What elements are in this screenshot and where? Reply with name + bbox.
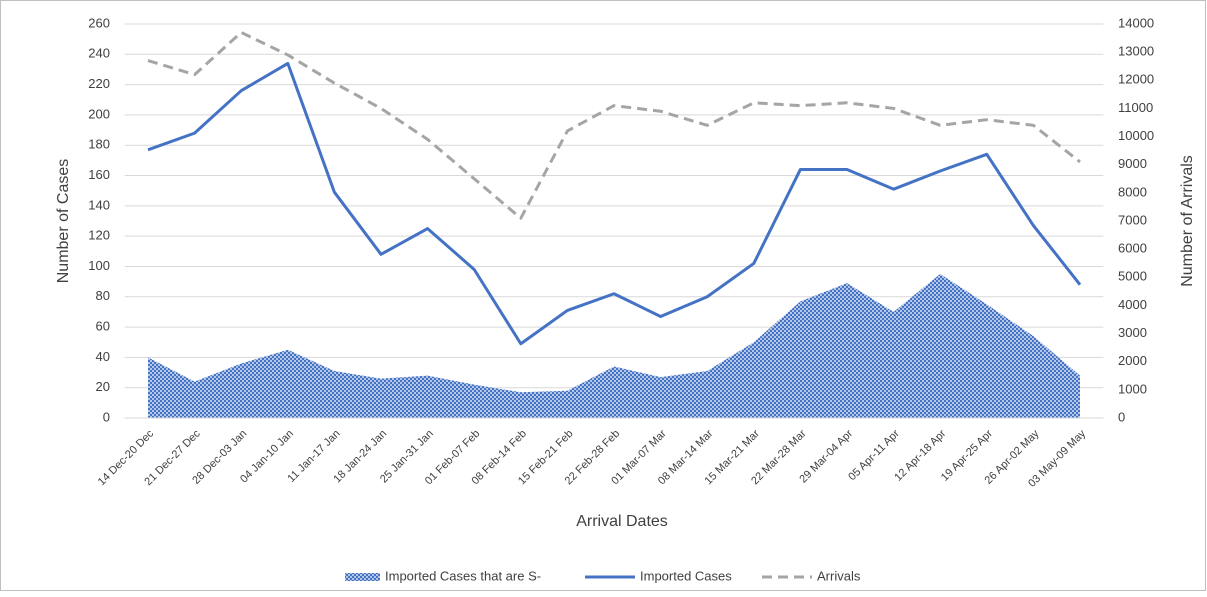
- line: [147, 30, 1081, 220]
- y2-tick-label: 13000: [1118, 44, 1154, 59]
- y-tick-label: 0: [103, 409, 110, 424]
- legend-label: Arrivals: [817, 568, 861, 583]
- legend-swatch: [345, 573, 380, 581]
- legend-label: Imported Cases that are S-: [385, 568, 541, 583]
- y2-tick-label: 14000: [1118, 15, 1154, 30]
- legend-label: Imported Cases: [640, 568, 732, 583]
- y-tick-label: 240: [88, 46, 110, 61]
- y2-tick-label: 7000: [1118, 212, 1147, 227]
- y-tick-label: 200: [88, 106, 110, 121]
- y2-tick-label: 10000: [1118, 128, 1154, 143]
- y-tick-label: 260: [88, 15, 110, 30]
- y2-tick-label: 1000: [1118, 381, 1147, 396]
- y-tick-label: 180: [88, 137, 110, 152]
- y-tick-label: 120: [88, 228, 110, 243]
- y-tick-label: 140: [88, 197, 110, 212]
- y-axis-title: Number of Cases: [55, 159, 72, 284]
- area: [148, 274, 1080, 418]
- y-tick-label: 60: [96, 319, 110, 334]
- y-tick-label: 160: [88, 167, 110, 182]
- y2-tick-label: 9000: [1118, 156, 1147, 171]
- y-tick-label: 80: [96, 288, 110, 303]
- y2-tick-label: 6000: [1118, 241, 1147, 256]
- y2-axis-title: Number of Arrivals: [1179, 155, 1196, 287]
- y-tick-label: 100: [88, 258, 110, 273]
- y2-tick-label: 4000: [1118, 297, 1147, 312]
- y-tick-label: 40: [96, 349, 110, 364]
- x-axis-title: Arrival Dates: [576, 513, 668, 530]
- y2-tick-label: 11000: [1118, 100, 1153, 115]
- line: [147, 61, 1082, 346]
- y2-tick-label: 3000: [1118, 325, 1147, 340]
- y-tick-label: 20: [96, 379, 110, 394]
- y2-tick-label: 5000: [1118, 269, 1147, 284]
- y2-tick-label: 8000: [1118, 184, 1147, 199]
- y2-tick-label: 0: [1118, 409, 1125, 424]
- y2-tick-label: 2000: [1118, 353, 1147, 368]
- y-tick-label: 220: [88, 76, 110, 91]
- y2-tick-label: 12000: [1118, 72, 1154, 87]
